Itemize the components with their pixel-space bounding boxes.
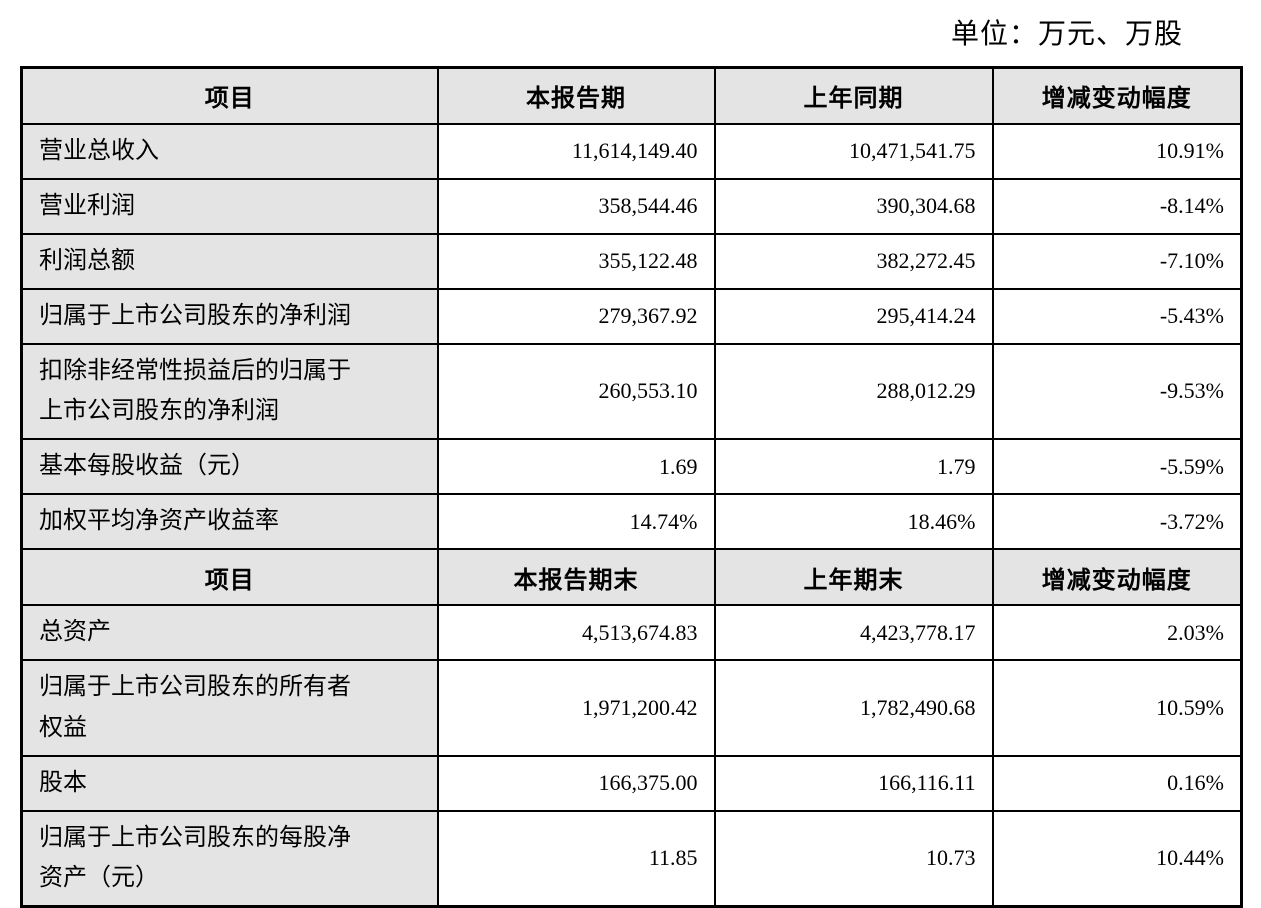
financial-summary-table-body: 项目 本报告期 上年同期 增减变动幅度 营业总收入 11,614,149.40 10,471… xyxy=(20,66,1243,908)
section-2-header-row: 项目 本报告期末 上年期末 增减变动幅度 xyxy=(20,548,1243,607)
item-label-cell: 营业总收入 xyxy=(20,122,439,180)
change-value-cell: -8.14% xyxy=(991,177,1243,235)
current-value-cell: 14.74% xyxy=(436,493,716,551)
prior-value-cell: 295,414.24 xyxy=(713,287,994,345)
current-value-cell: 166,375.00 xyxy=(436,754,716,812)
section-1-header-row: 项目 本报告期 上年同期 增减变动幅度 xyxy=(20,66,1243,125)
section-1-column-header-2: 本报告期 xyxy=(436,66,716,125)
financial-summary-table: 项目 本报告期 上年同期 增减变动幅度 营业总收入 11,614,149.40 10,471… xyxy=(20,66,1243,908)
change-value-cell: -9.53% xyxy=(991,342,1243,441)
prior-value-cell: 390,304.68 xyxy=(713,177,994,235)
table-row: 加权平均净资产收益率 14.74% 18.46% -3.72% xyxy=(20,493,1243,551)
current-value-cell: 11,614,149.40 xyxy=(436,122,716,180)
change-value-cell: 10.59% xyxy=(991,659,1243,757)
section-1-column-header-3: 上年同期 xyxy=(713,66,994,125)
item-label-cell: 归属于上市公司股东的每股净 资产（元） xyxy=(20,809,439,908)
table-row: 归属于上市公司股东的所有者 权益 1,971,200.42 1,782,490.68… xyxy=(20,659,1243,757)
current-value-cell: 355,122.48 xyxy=(436,232,716,290)
change-value-cell: -5.43% xyxy=(991,287,1243,345)
item-label-cell: 总资产 xyxy=(20,604,439,662)
unit-note: 单位：万元、万股 xyxy=(950,19,1183,50)
section-2-column-header-4: 增减变动幅度 xyxy=(991,548,1243,607)
table-row: 基本每股收益（元） 1.69 1.79 -5.59% xyxy=(20,438,1243,496)
current-value-cell: 260,553.10 xyxy=(436,342,716,441)
table-row: 总资产 4,513,674.83 4,423,778.17 2.03% xyxy=(20,604,1243,662)
current-value-cell: 1,971,200.42 xyxy=(436,659,716,757)
item-label-cell: 股本 xyxy=(20,754,439,812)
table-row: 股本 166,375.00 166,116.11 0.16% xyxy=(20,754,1243,812)
prior-value-cell: 18.46% xyxy=(713,493,994,551)
prior-value-cell: 4,423,778.17 xyxy=(713,604,994,662)
change-value-cell: -5.59% xyxy=(991,438,1243,496)
table-row: 归属于上市公司股东的净利润 279,367.92 295,414.24 -5.43% xyxy=(20,287,1243,345)
current-value-cell: 279,367.92 xyxy=(436,287,716,345)
change-value-cell: 10.44% xyxy=(991,809,1243,908)
current-value-cell: 4,513,674.83 xyxy=(436,604,716,662)
section-1-column-header-1: 项目 xyxy=(20,66,439,125)
item-label-cell: 归属于上市公司股东的净利润 xyxy=(20,287,439,345)
table-row: 扣除非经常性损益后的归属于 上市公司股东的净利润 260,553.10 288,01… xyxy=(20,342,1243,441)
section-2-column-header-2: 本报告期末 xyxy=(436,548,716,607)
item-label-cell: 扣除非经常性损益后的归属于 上市公司股东的净利润 xyxy=(20,342,439,441)
change-value-cell: 10.91% xyxy=(991,122,1243,180)
table-row: 营业总收入 11,614,149.40 10,471,541.75 10.91% xyxy=(20,122,1243,180)
current-value-cell: 1.69 xyxy=(436,438,716,496)
table-row: 营业利润 358,544.46 390,304.68 -8.14% xyxy=(20,177,1243,235)
change-value-cell: 2.03% xyxy=(991,604,1243,662)
current-value-cell: 11.85 xyxy=(436,809,716,908)
prior-value-cell: 166,116.11 xyxy=(713,754,994,812)
change-value-cell: 0.16% xyxy=(991,754,1243,812)
change-value-cell: -7.10% xyxy=(991,232,1243,290)
section-2-column-header-1: 项目 xyxy=(20,548,439,607)
prior-value-cell: 10.73 xyxy=(713,809,994,908)
item-label-cell: 归属于上市公司股东的所有者 权益 xyxy=(20,659,439,757)
item-label-cell: 加权平均净资产收益率 xyxy=(20,493,439,551)
prior-value-cell: 382,272.45 xyxy=(713,232,994,290)
section-2-column-header-3: 上年期末 xyxy=(713,548,994,607)
prior-value-cell: 1.79 xyxy=(713,438,994,496)
prior-value-cell: 1,782,490.68 xyxy=(713,659,994,757)
current-value-cell: 358,544.46 xyxy=(436,177,716,235)
prior-value-cell: 10,471,541.75 xyxy=(713,122,994,180)
item-label-cell: 营业利润 xyxy=(20,177,439,235)
prior-value-cell: 288,012.29 xyxy=(713,342,994,441)
item-label-cell: 基本每股收益（元） xyxy=(20,438,439,496)
table-row: 利润总额 355,122.48 382,272.45 -7.10% xyxy=(20,232,1243,290)
change-value-cell: -3.72% xyxy=(991,493,1243,551)
item-label-cell: 利润总额 xyxy=(20,232,439,290)
section-1-column-header-4: 增减变动幅度 xyxy=(991,66,1243,125)
table-row: 归属于上市公司股东的每股净 资产（元） 11.85 10.73 10.44% xyxy=(20,809,1243,908)
